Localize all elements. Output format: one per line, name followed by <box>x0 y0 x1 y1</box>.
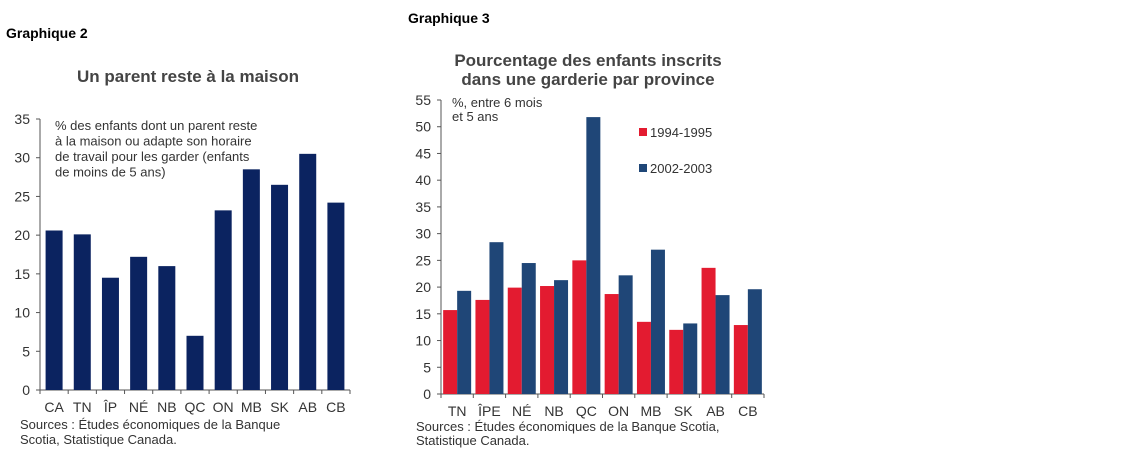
chart-label: Graphique 3 <box>408 10 490 26</box>
bar-AB-2002-2003 <box>715 295 730 394</box>
x-tick-label: AB <box>706 403 725 419</box>
x-tick-label: ÎP <box>103 399 117 415</box>
bar-CB-1994-1995 <box>733 325 748 394</box>
x-tick-label: CA <box>44 399 64 415</box>
bar-NB-2002-2003 <box>554 280 569 394</box>
source-line: Sources : Études économiques de la Banqu… <box>416 419 720 434</box>
bar-AB-1994-1995 <box>701 267 716 394</box>
x-tick-label: SK <box>674 403 693 419</box>
annotation-line: % des enfants dont un parent reste <box>55 118 257 133</box>
bar-ÎPE-1994-1995 <box>475 299 490 394</box>
y-tick-label: 40 <box>415 172 431 188</box>
bar-QC-1994-1995 <box>572 260 587 394</box>
bar-TN <box>73 234 91 390</box>
x-tick-label: NB <box>157 399 176 415</box>
x-tick-label: MB <box>640 403 661 419</box>
annotation-line: à la maison ou adapte son horaire <box>55 134 252 149</box>
x-tick-label: ON <box>213 399 234 415</box>
y-tick-label: 10 <box>14 305 30 321</box>
bar-QC <box>186 335 204 390</box>
y-tick-label: 15 <box>415 306 431 322</box>
x-tick-label: CB <box>326 399 345 415</box>
bar-MB-2002-2003 <box>650 249 665 394</box>
bar-TN-2002-2003 <box>457 290 472 394</box>
x-tick-label: QC <box>576 403 597 419</box>
x-tick-label: ÎPE <box>477 403 501 419</box>
y-tick-label: 35 <box>14 111 30 127</box>
bar-ON-1994-1995 <box>604 294 619 394</box>
x-tick-label: TN <box>448 403 467 419</box>
source-line: Scotia, Statistique Canada. <box>20 432 177 447</box>
bar-SK-2002-2003 <box>683 323 698 394</box>
bar-ON <box>214 210 232 390</box>
bar-SK-1994-1995 <box>669 329 684 394</box>
chart-label: Graphique 2 <box>6 25 88 41</box>
legend-label: 1994-1995 <box>650 125 712 140</box>
bar-SK <box>271 184 289 390</box>
x-tick-label: MB <box>241 399 262 415</box>
y-tick-label: 45 <box>415 145 431 161</box>
y-tick-label: 10 <box>415 333 431 349</box>
bar-NÉ-1994-1995 <box>507 287 522 394</box>
bar-NB-1994-1995 <box>540 286 555 394</box>
y-tick-label: 35 <box>415 199 431 215</box>
x-tick-label: AB <box>298 399 317 415</box>
x-tick-label: SK <box>270 399 289 415</box>
legend-swatch <box>639 128 647 136</box>
bar-MB <box>242 169 260 390</box>
bar-ÎP <box>101 277 119 390</box>
annotation-line: de travail pour les garder (enfants <box>55 149 250 164</box>
bar-CB <box>327 202 345 390</box>
annotation-line: et 5 ans <box>452 109 499 124</box>
bar-CA <box>45 230 63 390</box>
source-line: Statistique Canada. <box>416 433 529 448</box>
y-tick-label: 25 <box>14 188 30 204</box>
chart-title: Un parent reste à la maison <box>77 67 299 86</box>
y-tick-label: 15 <box>14 266 30 282</box>
y-tick-label: 0 <box>423 386 431 402</box>
chart-title: Pourcentage des enfants inscrits <box>454 51 721 70</box>
bar-CB-2002-2003 <box>747 289 762 394</box>
y-tick-label: 25 <box>415 252 431 268</box>
bar-NÉ <box>130 256 148 390</box>
x-tick-label: NB <box>544 403 563 419</box>
y-tick-label: 5 <box>22 343 30 359</box>
chart-title: dans une garderie par province <box>461 70 714 89</box>
legend-label: 2002-2003 <box>650 161 712 176</box>
x-tick-label: NÉ <box>512 403 531 419</box>
bar-ÎPE-2002-2003 <box>489 242 504 394</box>
y-tick-label: 20 <box>14 227 30 243</box>
y-tick-label: 30 <box>415 226 431 242</box>
annotation-line: %, entre 6 mois <box>452 95 543 110</box>
annotation-line: de moins de 5 ans) <box>55 165 166 180</box>
x-tick-label: QC <box>185 399 206 415</box>
y-tick-label: 5 <box>423 359 431 375</box>
bar-NÉ-2002-2003 <box>521 263 536 394</box>
bar-ON-2002-2003 <box>618 275 633 394</box>
x-tick-label: ON <box>608 403 629 419</box>
bar-NB <box>158 266 176 390</box>
y-tick-label: 50 <box>415 119 431 135</box>
y-tick-label: 55 <box>415 92 431 108</box>
x-tick-label: NÉ <box>129 399 148 415</box>
y-tick-label: 0 <box>22 382 30 398</box>
bar-MB-1994-1995 <box>636 321 651 394</box>
x-tick-label: TN <box>73 399 92 415</box>
y-tick-label: 30 <box>14 150 30 166</box>
bar-QC-2002-2003 <box>586 117 601 394</box>
bar-AB <box>299 153 317 390</box>
legend-swatch <box>639 164 647 172</box>
source-line: Sources : Études économiques de la Banqu… <box>20 417 280 432</box>
x-tick-label: CB <box>738 403 757 419</box>
y-tick-label: 20 <box>415 279 431 295</box>
bar-TN-1994-1995 <box>443 310 458 394</box>
